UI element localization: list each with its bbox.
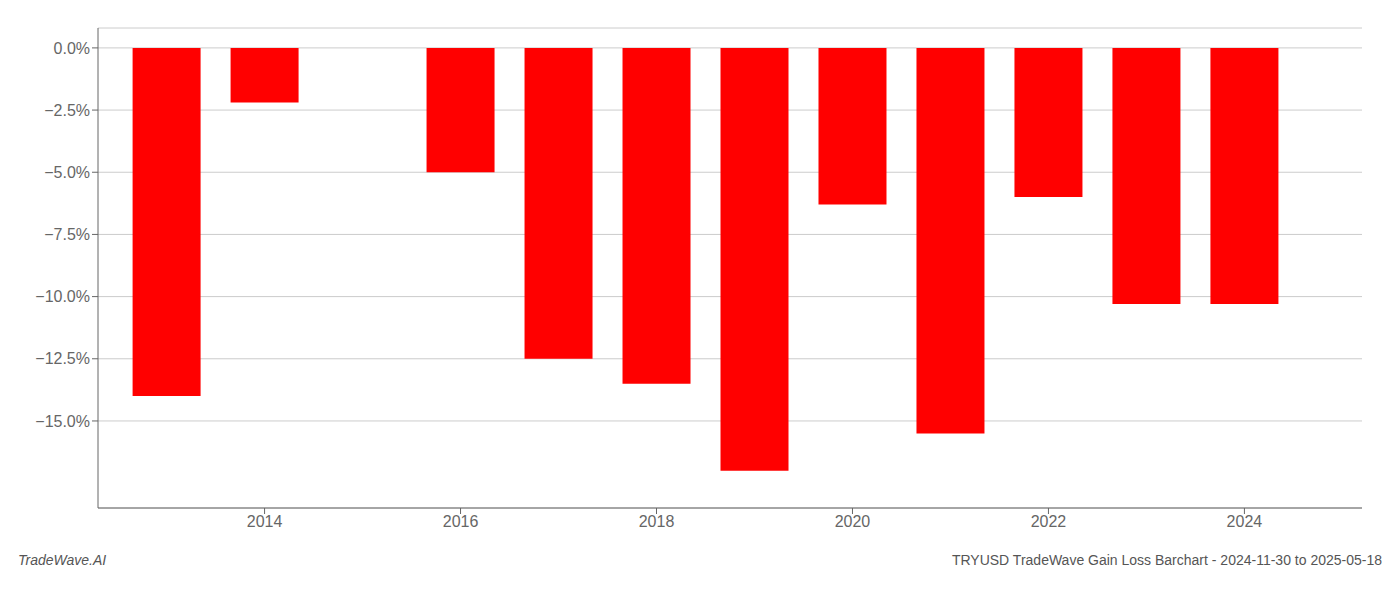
svg-text:2024: 2024 bbox=[1227, 513, 1263, 530]
svg-text:−12.5%: −12.5% bbox=[35, 350, 90, 367]
html-text:TradeWave.AI: TradeWave.AI bbox=[18, 552, 107, 568]
svg-text:2018: 2018 bbox=[639, 513, 675, 530]
svg-text:0.0%: 0.0% bbox=[54, 40, 90, 57]
html-text:TRYUSD TradeWave Gain Loss Bar: TRYUSD TradeWave Gain Loss Barchart - 20… bbox=[951, 552, 1382, 568]
svg-text:−5.0%: −5.0% bbox=[44, 164, 90, 181]
svg-text:−7.5%: −7.5% bbox=[44, 226, 90, 243]
svg-text:−15.0%: −15.0% bbox=[35, 413, 90, 430]
svg-text:2022: 2022 bbox=[1031, 513, 1067, 530]
svg-text:2016: 2016 bbox=[443, 513, 479, 530]
svg-text:2014: 2014 bbox=[247, 513, 283, 530]
svg-text:−2.5%: −2.5% bbox=[44, 102, 90, 119]
svg-text:2020: 2020 bbox=[835, 513, 871, 530]
svg-text:−10.0%: −10.0% bbox=[35, 288, 90, 305]
